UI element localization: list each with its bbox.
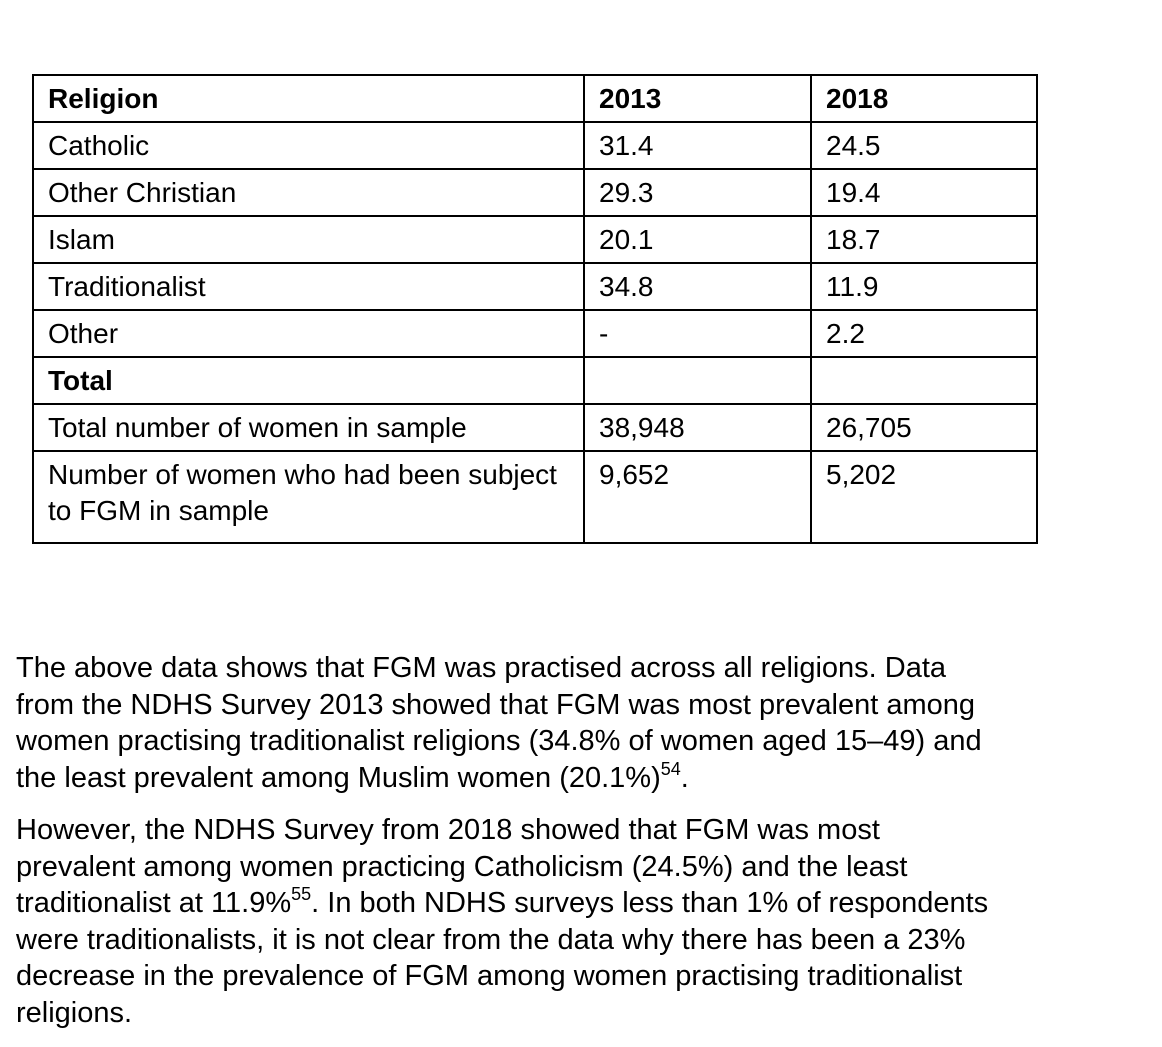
text-line: However, the NDHS Survey from 2018 showe… xyxy=(16,812,988,849)
text-line: from the NDHS Survey 2013 showed that FG… xyxy=(16,687,988,724)
text-line: prevalent among women practicing Catholi… xyxy=(16,849,988,886)
table-cell: Number of women who had been subject to … xyxy=(32,450,585,544)
paragraph: The above data shows that FGM was practi… xyxy=(16,650,988,796)
line-text: the least prevalent among Muslim women (… xyxy=(16,761,661,794)
line-text: prevalent among women practicing Catholi… xyxy=(16,850,908,883)
line-text: However, the NDHS Survey from 2018 showe… xyxy=(16,814,880,846)
text-line: women practising traditionalist religion… xyxy=(16,723,988,760)
paragraph: However, the NDHS Survey from 2018 showe… xyxy=(16,812,988,1031)
table-row: Catholic 31.4 24.5 xyxy=(32,121,1038,170)
text-line: were traditionalists, it is not clear fr… xyxy=(16,922,988,959)
line-text: The above data shows that FGM was practi… xyxy=(16,652,947,684)
table-cell: Islam xyxy=(32,215,585,264)
table-cell: 5,202 xyxy=(810,450,1038,544)
table-cell: 38,948 xyxy=(583,403,812,452)
line-text: traditionalist at 11.9% xyxy=(16,887,292,919)
table-cell: Other xyxy=(32,309,585,358)
table-cell: Traditionalist xyxy=(32,262,585,311)
table-cell: Catholic xyxy=(32,121,585,170)
table-cell xyxy=(810,356,1038,405)
table-cell: Other Christian xyxy=(32,168,585,217)
table-row: Traditionalist 34.8 11.9 xyxy=(32,262,1038,311)
text-line: decrease in the prevalence of FGM among … xyxy=(16,958,988,995)
table-cell: 9,652 xyxy=(583,450,812,544)
table-cell: 2013 xyxy=(583,74,812,123)
line-text: from the NDHS Survey 2013 showed that FG… xyxy=(16,688,976,721)
text-line: The above data shows that FGM was practi… xyxy=(16,650,988,687)
table-row: Other Christian 29.3 19.4 xyxy=(32,168,1038,217)
table-cell: 19.4 xyxy=(810,168,1038,217)
table-cell: Total number of women in sample xyxy=(32,403,585,452)
table-cell: 2.2 xyxy=(810,309,1038,358)
text-line: religions. xyxy=(16,995,988,1032)
table-cell: 2018 xyxy=(810,74,1038,123)
table-row: Islam 20.1 18.7 xyxy=(32,215,1038,264)
table-cell: 20.1 xyxy=(583,215,812,264)
table-cell: 29.3 xyxy=(583,168,812,217)
line-text: were traditionalists, it is not clear fr… xyxy=(16,923,966,956)
table-cell xyxy=(583,356,812,405)
line-text: women practising traditionalist religion… xyxy=(16,725,982,757)
table-row: Total number of women in sample 38,948 26,… xyxy=(32,403,1038,452)
table-cell: Religion xyxy=(32,74,585,123)
body-text: The above data shows that FGM was practi… xyxy=(16,650,988,1047)
table-cell: 34.8 xyxy=(583,262,812,311)
table-cell: Total xyxy=(32,356,585,405)
table-row: Number of women who had been subject to … xyxy=(32,450,1038,544)
total-heading-row: Total xyxy=(32,356,1038,405)
text-line: the least prevalent among Muslim women (… xyxy=(16,760,988,797)
table-cell: 18.7 xyxy=(810,215,1038,264)
line-text: religions. xyxy=(16,996,133,1029)
line-text: . In both NDHS surveys less than 1% of r… xyxy=(311,887,989,919)
table-cell: 11.9 xyxy=(810,262,1038,311)
table-cell: 24.5 xyxy=(810,121,1038,170)
footnote-ref: 55 xyxy=(291,884,312,904)
line-text: . xyxy=(680,761,689,794)
line-text: decrease in the prevalence of FGM among … xyxy=(16,960,963,992)
text-line: traditionalist at 11.9%55. In both NDHS … xyxy=(16,885,988,922)
table-cell: 26,705 xyxy=(810,403,1038,452)
header-row: Religion 2013 2018 xyxy=(32,74,1038,123)
religion-table: Religion 2013 2018 Catholic 31.4 24.5 Other Ch… xyxy=(32,74,1038,544)
footnote-ref: 54 xyxy=(660,758,681,779)
table-cell: 31.4 xyxy=(583,121,812,170)
table-cell: - xyxy=(583,309,812,358)
table-row: Other -2.2 xyxy=(32,309,1038,358)
